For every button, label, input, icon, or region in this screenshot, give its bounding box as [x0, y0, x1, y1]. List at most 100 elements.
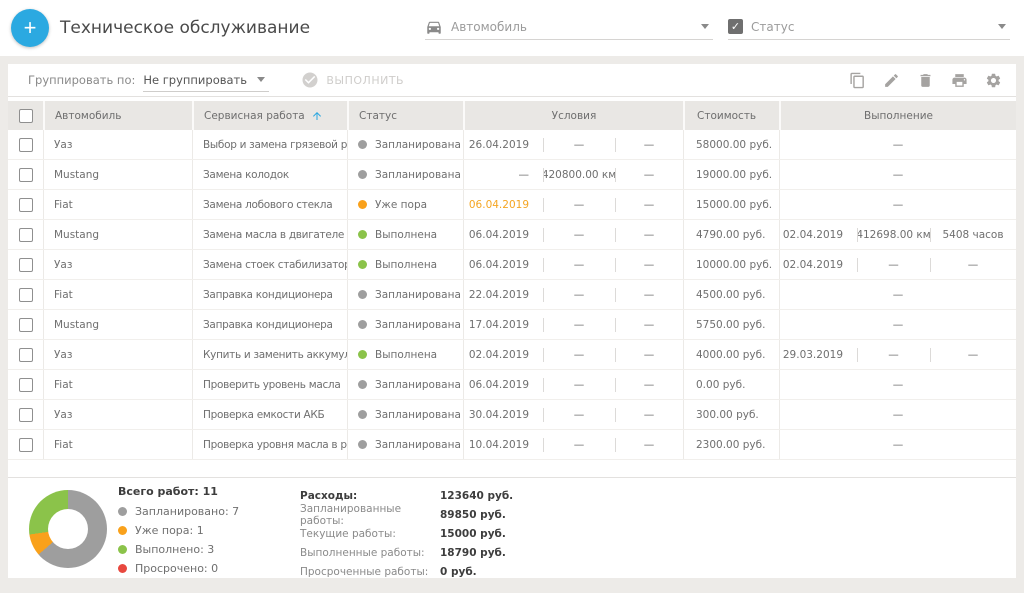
vehicle-cell: Уаз: [43, 340, 192, 369]
cost-cell: 4500.00 руб.: [683, 280, 779, 309]
status-dot: [358, 140, 367, 149]
completion-empty-cell: —: [779, 400, 1016, 429]
status-label: Уже пора: [375, 198, 428, 211]
condition-km-cell: —: [543, 340, 615, 369]
maintenance-card: Группировать по: Не группировать ВЫПОЛНИ…: [8, 64, 1016, 578]
check-circle-icon: [302, 72, 318, 88]
table-row[interactable]: Fiat Проверка уровня масла в редукторе З…: [8, 430, 1016, 460]
cost-cell: 300.00 руб.: [683, 400, 779, 429]
condition-date-cell: 06.04.2019: [463, 190, 543, 219]
column-header-conditions[interactable]: Условия: [463, 101, 683, 130]
vehicle-cell: Fiat: [43, 370, 192, 399]
table-toolbar: Группировать по: Не группировать ВЫПОЛНИ…: [8, 64, 1016, 97]
table-row[interactable]: Уаз Проверка емкости АКБ Запланирована 3…: [8, 400, 1016, 430]
status-filter-dropdown[interactable]: ✓ Статус: [728, 14, 1010, 40]
vehicle-filter-dropdown[interactable]: Автомобиль: [425, 14, 713, 40]
cost-cell: 10000.00 руб.: [683, 250, 779, 279]
cost-cell: 58000.00 руб.: [683, 130, 779, 159]
column-header-status[interactable]: Статус: [347, 101, 463, 130]
edit-pencil-icon[interactable]: [883, 72, 900, 89]
row-checkbox[interactable]: [18, 407, 33, 422]
add-button[interactable]: +: [11, 9, 49, 47]
table-row[interactable]: Уаз Замена стоек стабилизатора Выполнена…: [8, 250, 1016, 280]
legend-label: Запланировано: 7: [135, 505, 240, 518]
status-legend: Всего работ: 11 Запланировано: 7 Уже пора…: [118, 485, 239, 575]
legend-item: Запланировано: 7: [118, 505, 239, 518]
table-row[interactable]: Fiat Проверить уровень масла Запланирова…: [8, 370, 1016, 400]
delete-trash-icon[interactable]: [917, 72, 934, 89]
vehicle-cell: Fiat: [43, 430, 192, 459]
cost-cell: 5750.00 руб.: [683, 310, 779, 339]
status-label: Запланирована: [375, 138, 461, 151]
condition-date-cell: —: [463, 160, 543, 189]
completion-date-cell: 02.04.2019: [779, 250, 857, 279]
column-header-service-work[interactable]: Сервисная работа: [192, 101, 347, 130]
completion-km-cell: 412698.00 км: [857, 220, 930, 249]
condition-hours-cell: —: [615, 130, 683, 159]
column-header-cost[interactable]: Стоимость: [683, 101, 779, 130]
vehicle-cell: Уаз: [43, 130, 192, 159]
page-title: Техническое обслуживание: [60, 18, 311, 38]
table-row[interactable]: Уаз Купить и заменить аккумулятор Выполн…: [8, 340, 1016, 370]
condition-date-cell: 30.04.2019: [463, 400, 543, 429]
column-header-vehicle[interactable]: Автомобиль: [43, 101, 192, 130]
condition-hours-cell: —: [615, 400, 683, 429]
row-checkbox[interactable]: [18, 137, 33, 152]
settings-gear-icon[interactable]: [985, 72, 1002, 89]
status-label: Запланирована: [375, 318, 461, 331]
group-by-select[interactable]: Не группировать: [143, 68, 270, 92]
select-all-cell: [8, 101, 43, 130]
completion-date-cell: 29.03.2019: [779, 340, 857, 369]
row-checkbox-cell: [8, 220, 43, 249]
row-checkbox[interactable]: [18, 257, 33, 272]
expense-value: 15000 руб.: [440, 527, 506, 540]
copy-icon[interactable]: [849, 72, 866, 89]
row-checkbox-cell: [8, 250, 43, 279]
completion-km-cell: —: [857, 340, 930, 369]
table-row[interactable]: Fiat Замена лобового стекла Уже пора 06.…: [8, 190, 1016, 220]
service-work-cell: Замена лобового стекла: [192, 190, 347, 219]
row-checkbox[interactable]: [18, 197, 33, 212]
status-filter-checkbox[interactable]: ✓: [728, 19, 743, 34]
completion-empty-cell: —: [779, 310, 1016, 339]
status-dot: [358, 380, 367, 389]
condition-hours-cell: —: [615, 280, 683, 309]
row-checkbox[interactable]: [18, 377, 33, 392]
vehicle-cell: Mustang: [43, 220, 192, 249]
row-checkbox[interactable]: [18, 437, 33, 452]
row-checkbox[interactable]: [18, 227, 33, 242]
row-checkbox-cell: [8, 370, 43, 399]
service-work-cell: Выбор и замена грязевой резины: [192, 130, 347, 159]
condition-hours-cell: —: [615, 310, 683, 339]
condition-hours-cell: —: [615, 340, 683, 369]
completion-km-cell: —: [857, 250, 930, 279]
row-checkbox[interactable]: [18, 317, 33, 332]
select-all-checkbox[interactable]: [18, 108, 33, 123]
expense-label: Просроченные работы:: [300, 565, 429, 578]
expense-value: 123640 руб.: [440, 489, 514, 502]
table-row[interactable]: Уаз Выбор и замена грязевой резины Запла…: [8, 130, 1016, 160]
expense-label: Выполненные работы:: [300, 546, 425, 559]
condition-km-cell: —: [543, 400, 615, 429]
status-dot: [358, 440, 367, 449]
status-dot: [358, 230, 367, 239]
row-checkbox[interactable]: [18, 287, 33, 302]
execute-button[interactable]: ВЫПОЛНИТЬ: [301, 71, 404, 89]
service-work-cell: Замена стоек стабилизатора: [192, 250, 347, 279]
column-header-completion[interactable]: Выполнение: [779, 101, 1016, 130]
print-icon[interactable]: [951, 72, 968, 89]
condition-hours-cell: —: [615, 250, 683, 279]
table-row[interactable]: Fiat Заправка кондиционера Запланирована…: [8, 280, 1016, 310]
table-row[interactable]: Mustang Заправка кондиционера Запланиров…: [8, 310, 1016, 340]
table-row[interactable]: Mustang Замена масла в двигателе Выполне…: [8, 220, 1016, 250]
completion-empty-cell: —: [779, 280, 1016, 309]
row-checkbox[interactable]: [18, 347, 33, 362]
expense-row: Запланированные работы: 89850 руб.: [300, 503, 513, 527]
condition-km-cell: —: [543, 430, 615, 459]
table-header-row: Автомобиль Сервисная работа Статус Услов…: [8, 101, 1016, 130]
status-dot: [358, 260, 367, 269]
group-by-label: Группировать по:: [28, 73, 136, 87]
condition-hours-cell: —: [615, 430, 683, 459]
row-checkbox[interactable]: [18, 167, 33, 182]
table-row[interactable]: Mustang Замена колодок Запланирована — 4…: [8, 160, 1016, 190]
